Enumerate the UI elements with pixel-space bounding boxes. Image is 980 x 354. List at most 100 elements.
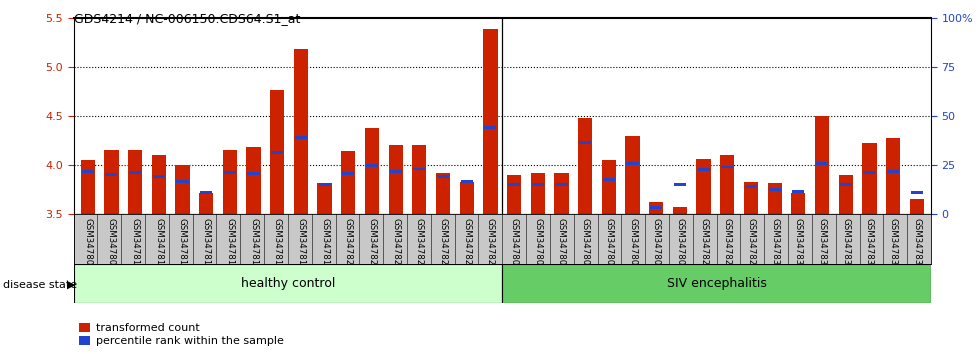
Text: GSM347813: GSM347813 [202,218,211,271]
Bar [791,193,806,214]
Text: GSM347826: GSM347826 [438,218,448,271]
Bar [673,207,687,214]
Bar [270,90,284,214]
Text: GSM347814: GSM347814 [225,218,234,271]
Bar [106,173,118,176]
Bar [816,162,828,165]
Text: ▶: ▶ [67,280,75,290]
Text: GSM347833: GSM347833 [841,218,851,271]
Bar [222,150,237,214]
Bar [414,167,425,171]
Bar [625,136,640,214]
Text: GSM347835: GSM347835 [889,218,898,271]
Bar [294,49,308,214]
Bar [602,160,616,214]
Bar [460,182,473,214]
Bar [437,175,449,178]
Text: SIV encephalitis: SIV encephalitis [666,277,766,290]
Text: GSM347806: GSM347806 [605,218,613,271]
Bar [246,147,261,214]
Legend: transformed count, percentile rank within the sample: transformed count, percentile rank withi… [79,322,283,346]
Bar [698,169,710,171]
Text: GSM347824: GSM347824 [723,218,732,271]
Bar [721,166,733,169]
Text: disease state: disease state [3,280,77,290]
Bar [365,128,379,214]
Bar [295,136,307,139]
Bar [223,171,236,175]
Text: GSM347828: GSM347828 [486,218,495,271]
Bar [862,143,876,214]
Bar [792,190,805,193]
Bar [649,202,663,214]
Bar [768,188,781,191]
Text: GSM347809: GSM347809 [675,218,684,271]
Bar [199,193,214,214]
Bar [74,264,502,303]
Bar [81,171,94,173]
Text: GSM347811: GSM347811 [154,218,164,271]
Bar [532,183,544,186]
Bar [531,173,545,214]
Text: GSM347810: GSM347810 [130,218,139,271]
Bar [175,165,189,214]
Text: GSM347815: GSM347815 [249,218,258,271]
Text: GSM347816: GSM347816 [272,218,281,271]
Bar [318,183,331,214]
Bar [436,173,450,214]
Text: GSM347822: GSM347822 [391,218,400,271]
Bar [129,171,141,175]
Text: GSM347823: GSM347823 [699,218,709,271]
Bar [508,183,520,186]
Text: GSM347817: GSM347817 [296,218,306,271]
Text: GSM347829: GSM347829 [747,218,756,271]
Bar [271,151,283,154]
Bar [909,199,924,214]
Bar [603,178,614,181]
Bar [176,180,188,183]
Bar [507,175,521,214]
Text: GSM347825: GSM347825 [415,218,423,271]
Text: GSM347831: GSM347831 [794,218,803,271]
Bar [767,183,782,214]
Text: GSM347802: GSM347802 [83,218,92,271]
Bar [366,164,378,166]
Bar [650,206,662,209]
Bar [556,183,567,186]
Bar [910,191,923,194]
Text: GSM347800: GSM347800 [510,218,518,271]
Text: healthy control: healthy control [241,277,335,290]
Bar [388,145,403,214]
Bar [555,173,568,214]
Text: GSM347834: GSM347834 [865,218,874,271]
Bar [152,155,166,214]
Text: GSM347827: GSM347827 [463,218,471,271]
Text: GSM347836: GSM347836 [912,218,921,271]
Bar [745,185,757,188]
Bar [80,160,95,214]
Text: GDS4214 / NC-006150.CDS64.S1_at: GDS4214 / NC-006150.CDS64.S1_at [74,12,300,25]
Text: GSM347812: GSM347812 [178,218,187,271]
Bar [815,116,829,214]
Text: GSM347830: GSM347830 [770,218,779,271]
Bar [200,191,213,194]
Bar [413,145,426,214]
Bar [461,180,472,183]
Bar [839,175,853,214]
Bar [483,29,498,214]
Bar [318,183,330,186]
Text: GSM347807: GSM347807 [628,218,637,271]
Bar [626,162,639,165]
Bar [502,264,931,303]
Bar [578,118,592,214]
Bar [840,183,852,186]
Bar [863,171,875,175]
Bar [128,150,142,214]
Bar [341,151,356,214]
Text: GSM347803: GSM347803 [107,218,116,271]
Text: GSM347818: GSM347818 [320,218,329,271]
Bar [484,126,497,129]
Bar [248,172,260,175]
Text: GSM347821: GSM347821 [368,218,376,271]
Bar [390,171,402,173]
